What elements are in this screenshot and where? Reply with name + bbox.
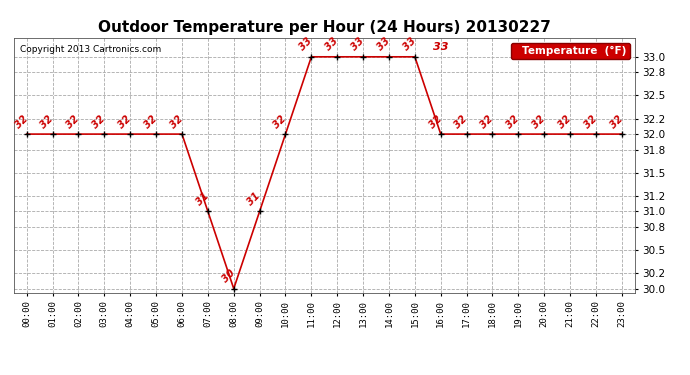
Legend: Temperature  (°F): Temperature (°F) [511,43,629,59]
Text: 32: 32 [117,113,133,130]
Text: 32: 32 [168,113,185,130]
Text: 32: 32 [531,113,547,130]
Text: 32: 32 [582,113,599,130]
Text: 32: 32 [142,113,159,130]
Text: 32: 32 [65,113,81,130]
Text: 32: 32 [427,113,444,130]
Text: 33: 33 [349,36,366,52]
Text: 33: 33 [433,42,448,52]
Text: 31: 31 [194,190,210,207]
Text: 32: 32 [90,113,107,130]
Text: 33: 33 [375,36,392,52]
Text: 33: 33 [324,36,340,52]
Title: Outdoor Temperature per Hour (24 Hours) 20130227: Outdoor Temperature per Hour (24 Hours) … [98,20,551,35]
Text: Copyright 2013 Cartronics.com: Copyright 2013 Cartronics.com [20,45,161,54]
Text: 32: 32 [272,113,288,130]
Text: 32: 32 [13,113,30,130]
Text: 33: 33 [401,36,417,52]
Text: 32: 32 [39,113,55,130]
Text: 33: 33 [297,36,314,52]
Text: 32: 32 [608,113,624,130]
Text: 32: 32 [453,113,469,130]
Text: 31: 31 [246,190,262,207]
Text: 32: 32 [479,113,495,130]
Text: 30: 30 [220,268,237,285]
Text: 32: 32 [556,113,573,130]
Text: 32: 32 [504,113,521,130]
